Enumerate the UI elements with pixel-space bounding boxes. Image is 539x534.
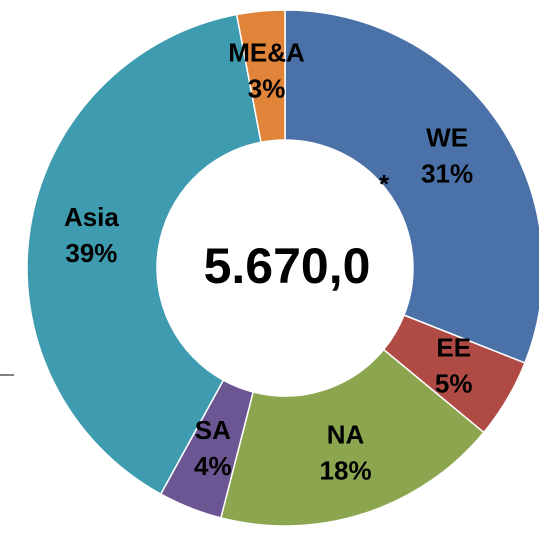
category-label: NA bbox=[327, 419, 365, 449]
value-label: 5% bbox=[435, 369, 473, 399]
donut-hole bbox=[157, 140, 413, 396]
value-label: 4% bbox=[194, 451, 232, 481]
category-label: Asia bbox=[64, 202, 119, 232]
annotation: * bbox=[379, 169, 390, 199]
slices bbox=[26, 9, 539, 527]
value-label: 39% bbox=[65, 238, 117, 268]
value-label: 18% bbox=[320, 455, 372, 485]
category-label: EE bbox=[436, 333, 471, 363]
category-label: WE bbox=[426, 123, 468, 153]
value-label: 3% bbox=[248, 74, 286, 104]
value-label: 31% bbox=[421, 159, 473, 189]
category-label: ME&A bbox=[228, 38, 305, 68]
center-label: 5.670,0 bbox=[204, 238, 371, 294]
category-label: SA bbox=[195, 415, 231, 445]
